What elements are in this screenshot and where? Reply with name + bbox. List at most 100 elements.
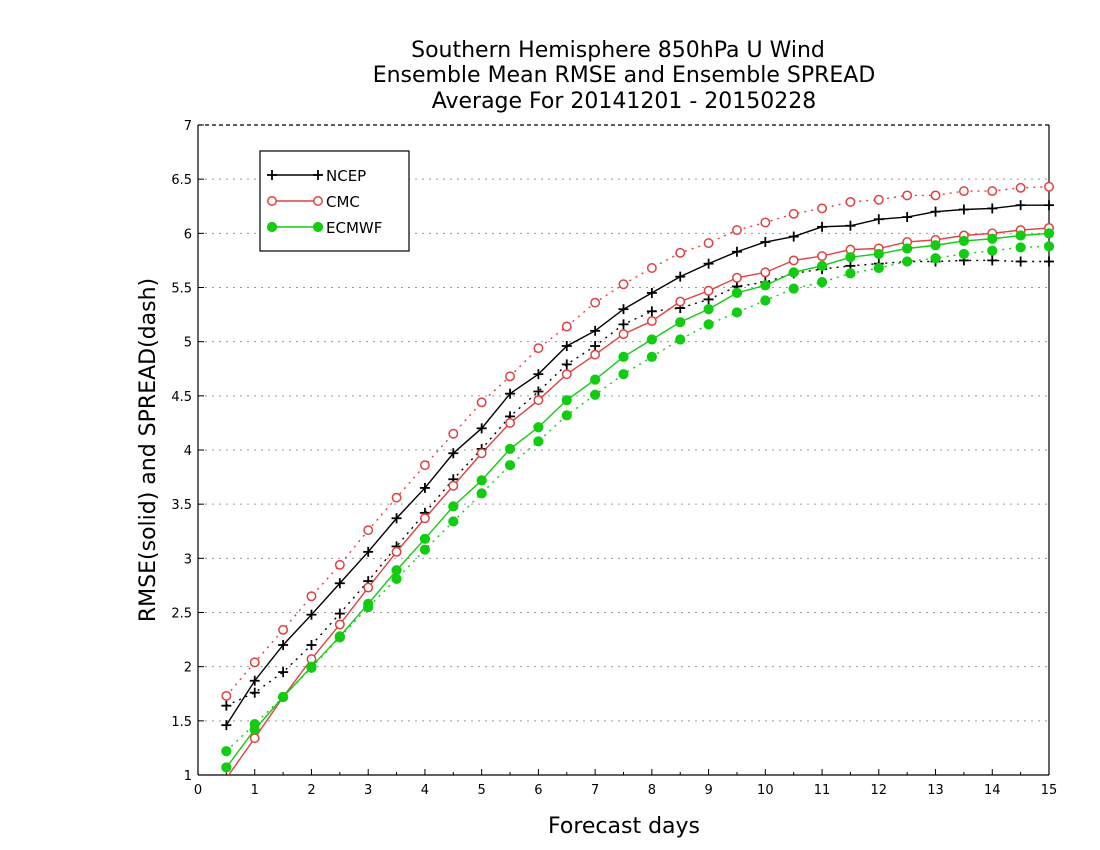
- x-tick-label: 5: [478, 783, 486, 798]
- data-point: [987, 233, 998, 244]
- data-point: [1043, 241, 1055, 252]
- data-point: [249, 675, 260, 686]
- data-point: [760, 267, 771, 278]
- data-point: [731, 287, 743, 299]
- data-point: [505, 417, 515, 428]
- data-point: [476, 397, 487, 408]
- y-tick-label: 5: [184, 336, 192, 351]
- data-point: [590, 297, 601, 308]
- legend-marker: [313, 170, 323, 180]
- data-point: [618, 279, 629, 290]
- data-point: [675, 334, 686, 345]
- data-point: [788, 267, 799, 278]
- legend-label: ECMWF: [326, 219, 382, 237]
- data-point: [958, 235, 970, 247]
- data-point: [419, 482, 430, 493]
- data-point: [221, 762, 232, 773]
- data-point: [590, 389, 601, 400]
- legend-item-ncep: NCEP: [267, 167, 366, 185]
- data-point: [533, 422, 544, 433]
- data-point: [902, 243, 913, 254]
- data-point: [306, 591, 317, 602]
- x-tick-label: 11: [814, 783, 831, 798]
- y-tick-label: 4: [184, 444, 192, 459]
- legend: NCEP CMC ECMWF: [259, 150, 410, 252]
- data-point: [533, 369, 544, 380]
- data-point: [873, 194, 884, 205]
- data-point: [561, 359, 572, 370]
- data-point: [703, 258, 714, 269]
- data-point: [987, 255, 998, 266]
- y-tick-label: 6: [184, 227, 192, 242]
- y-tick-label: 4.5: [171, 390, 192, 405]
- data-point: [817, 221, 828, 232]
- legend-marker: [267, 196, 277, 206]
- data-point: [845, 220, 856, 231]
- legend-label: NCEP: [326, 167, 366, 185]
- data-point: [590, 325, 601, 336]
- data-point: [646, 316, 657, 327]
- data-point: [363, 546, 374, 557]
- title-line-2: Ensemble Mean RMSE and Ensemble SPREAD: [373, 63, 876, 88]
- data-point: [646, 263, 657, 273]
- data-point: [1044, 200, 1054, 211]
- data-point: [533, 436, 544, 447]
- x-tick-label: 13: [927, 783, 944, 798]
- data-point: [646, 334, 657, 345]
- data-point: [731, 307, 743, 318]
- y-axis-label: RMSE(solid) and SPREAD(dash): [136, 278, 161, 622]
- data-point: [278, 691, 289, 703]
- x-tick-label: 0: [194, 783, 202, 798]
- data-point: [1015, 230, 1026, 241]
- grid: [198, 178, 1049, 722]
- data-point: [760, 295, 771, 306]
- x-tick-label: 3: [364, 783, 372, 798]
- data-point: [504, 460, 516, 471]
- data-point: [249, 687, 260, 698]
- data-point: [902, 212, 913, 223]
- data-point: [1015, 242, 1026, 253]
- data-point: [590, 341, 601, 351]
- data-point: [448, 501, 459, 512]
- data-point: [788, 283, 799, 294]
- data-point: [930, 240, 941, 251]
- data-point: [675, 296, 686, 307]
- data-point: [278, 640, 289, 650]
- series-line: [227, 227, 1050, 775]
- x-tick-label: 14: [984, 783, 1001, 798]
- data-point: [930, 190, 941, 201]
- y-tick-label: 7: [184, 119, 192, 134]
- data-point: [448, 448, 459, 459]
- data-point: [760, 237, 771, 247]
- data-point: [221, 690, 232, 701]
- data-point: [391, 565, 402, 576]
- data-point: [703, 304, 714, 315]
- y-tick-label: 1: [184, 769, 192, 784]
- x-axis-label: Forecast days: [548, 814, 700, 839]
- data-point: [788, 255, 799, 266]
- y-tick-label: 1.5: [171, 715, 192, 730]
- data-point: [703, 238, 714, 249]
- data-point: [278, 667, 289, 678]
- data-point: [306, 640, 317, 650]
- data-point: [732, 225, 742, 236]
- series-layer: [221, 181, 1055, 775]
- data-point: [675, 271, 686, 282]
- x-tick-label: 8: [648, 783, 656, 798]
- data-point: [646, 287, 657, 298]
- data-point: [391, 546, 402, 557]
- data-point: [930, 253, 941, 264]
- title-line-1: Southern Hemisphere 850hPa U Wind: [411, 38, 825, 63]
- data-point: [1015, 200, 1026, 211]
- data-point: [391, 492, 402, 503]
- data-point: [873, 214, 884, 225]
- data-point: [618, 351, 629, 362]
- data-point: [334, 619, 345, 630]
- data-point: [845, 196, 856, 207]
- y-tick-label: 6.5: [171, 173, 192, 188]
- data-point: [334, 559, 345, 570]
- y-tick-label: 5.5: [171, 282, 192, 297]
- data-point: [249, 733, 260, 744]
- data-point: [732, 272, 742, 283]
- data-point: [504, 443, 516, 455]
